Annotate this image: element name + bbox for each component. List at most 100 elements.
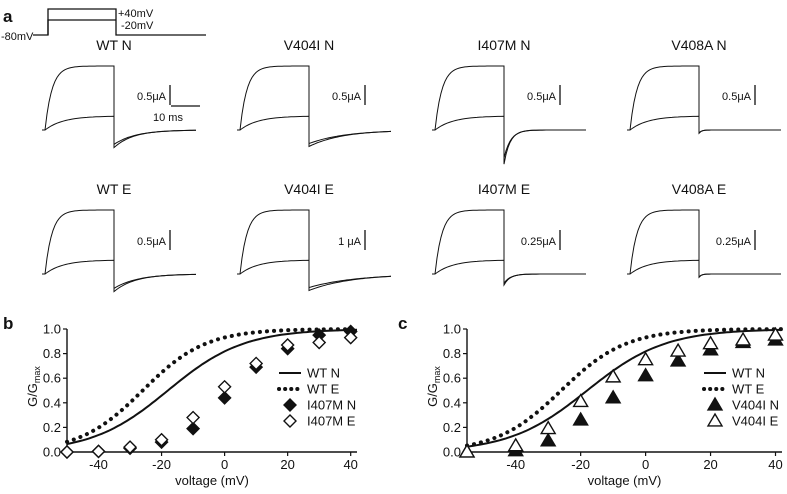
gv-chart-c: 0.0 0.2 0.4 0.6 0.8 1.0 -40 -20 0 20 40 voltage (mV… xyxy=(425,322,784,488)
x-tick-label: 0 xyxy=(642,457,649,472)
current-scale-label: 0.5μA xyxy=(527,91,557,103)
y-tick-label: 0.4 xyxy=(43,395,61,410)
data-point xyxy=(637,351,654,366)
legend-label: WT E xyxy=(307,382,340,397)
panel-label-a: a xyxy=(3,7,13,26)
trace-large xyxy=(42,65,197,149)
y-tick-label: 0.2 xyxy=(443,420,461,435)
data-point xyxy=(572,393,589,408)
y-tick-label: 0.8 xyxy=(443,346,461,361)
y-axis-label: G/Gmax xyxy=(425,366,442,407)
x-tick-label: 40 xyxy=(768,457,782,472)
gv-chart-b: 0.0 0.2 0.4 0.6 0.8 1.0 -40 -20 0 20 40 voltage (mV… xyxy=(25,322,359,488)
series-curve-wt-e xyxy=(465,327,784,448)
trace-panel: V408A E 0.25μA xyxy=(627,181,781,279)
y-tick-label: 0.6 xyxy=(443,371,461,386)
data-point xyxy=(604,368,622,383)
data-point xyxy=(507,437,524,452)
data-point xyxy=(249,356,264,371)
series-curve-wt-n xyxy=(66,328,358,445)
panel-label-b: b xyxy=(3,314,13,333)
legend-label: V404I N xyxy=(732,398,779,413)
x-tick-label: -40 xyxy=(89,457,108,472)
y-axis-label: G/Gmax xyxy=(25,366,42,407)
data-point xyxy=(283,398,297,412)
current-scale-label: 1 μA xyxy=(338,236,362,248)
trace-small xyxy=(629,115,781,134)
current-scale-label: 0.5μA xyxy=(137,91,167,103)
trace-title: WT E xyxy=(97,181,132,197)
trace-title: WT N xyxy=(96,37,132,53)
trace-title: I407M N xyxy=(478,37,531,53)
trace-small xyxy=(239,259,392,288)
data-point xyxy=(539,420,557,435)
data-point xyxy=(283,414,297,428)
data-point xyxy=(312,335,327,350)
series-curve-wt-e xyxy=(65,327,359,444)
data-point xyxy=(217,390,232,405)
trace-title: V408A N xyxy=(671,37,726,53)
data-point xyxy=(669,352,687,367)
trace-panel: I407M E 0.25μA xyxy=(432,181,586,287)
trace-small xyxy=(629,259,781,278)
x-tick-label: 0 xyxy=(221,457,228,472)
trace-title: V408A E xyxy=(672,181,727,197)
y-tick-label: 0.6 xyxy=(43,371,61,386)
legend-label: WT N xyxy=(732,366,765,381)
trace-small xyxy=(434,115,586,159)
y-tick-label: 1.0 xyxy=(443,322,461,337)
trace-title: V404I E xyxy=(284,181,334,197)
x-tick-label: -20 xyxy=(152,457,171,472)
x-axis-label: voltage (mV) xyxy=(588,473,662,488)
trace-title: I407M E xyxy=(478,181,530,197)
data-point xyxy=(637,367,654,382)
y-axis-label-subscript: max xyxy=(432,366,442,384)
legend-label: WT E xyxy=(732,382,765,397)
time-scale-bar: 10 ms xyxy=(153,105,200,124)
data-point xyxy=(572,411,589,426)
protocol-step-low-label: -20mV xyxy=(121,20,154,32)
data-point xyxy=(734,331,752,346)
trace-large xyxy=(237,209,392,292)
trace-large xyxy=(237,65,392,148)
y-tick-label: 0.4 xyxy=(443,395,461,410)
x-tick-label: 40 xyxy=(343,457,357,472)
data-point xyxy=(669,342,687,357)
data-point xyxy=(706,412,724,427)
x-tick-label: -40 xyxy=(506,457,525,472)
trace-large xyxy=(627,65,781,135)
x-tick-label: 20 xyxy=(280,457,294,472)
data-point xyxy=(767,326,784,341)
current-scale-label: 0.25μA xyxy=(521,236,557,248)
x-tick-label: -20 xyxy=(571,457,590,472)
data-point xyxy=(539,432,557,447)
current-scale-label: 0.25μA xyxy=(716,236,752,248)
data-point xyxy=(604,389,622,404)
data-point xyxy=(280,338,295,352)
legend-label: I407M E xyxy=(307,414,356,429)
trace-panel: V408A N 0.5μA xyxy=(627,37,781,135)
current-scale-label: 0.5μA xyxy=(137,236,167,248)
time-scale-label: 10 ms xyxy=(153,112,183,124)
y-tick-label: 0.2 xyxy=(43,420,61,435)
data-point xyxy=(154,432,169,447)
y-tick-label: 0.8 xyxy=(43,346,61,361)
trace-panel: WT N 0.5μA xyxy=(42,37,197,149)
trace-small xyxy=(434,259,586,284)
y-tick-label: 0.0 xyxy=(443,445,461,460)
current-scale-label: 0.5μA xyxy=(332,91,362,103)
protocol-step-high-label: +40mV xyxy=(118,8,154,20)
legend-label: I407M N xyxy=(307,398,356,413)
protocol-hold-label: -80mV xyxy=(1,31,34,43)
trace-small xyxy=(44,115,196,145)
series-curve-wt-n xyxy=(466,328,783,448)
trace-small xyxy=(44,259,197,289)
y-tick-label: 0.0 xyxy=(43,445,61,460)
x-axis-label: voltage (mV) xyxy=(175,473,249,488)
data-point xyxy=(343,330,358,345)
panel-label-c: c xyxy=(398,314,407,333)
trace-panel: V404I E 1 μA xyxy=(237,181,392,292)
